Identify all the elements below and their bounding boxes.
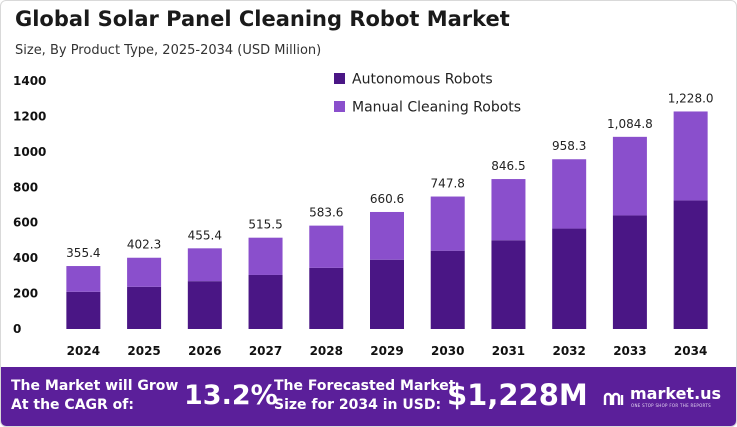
bar-segment-autonomous [552,228,587,329]
legend: Autonomous Robots Manual Cleaning Robots [334,72,521,116]
bar-total-label: 747.8 [431,177,465,191]
bar-segment-autonomous [127,286,162,329]
x-tick-label: 2028 [310,344,343,358]
bar-segment-autonomous [430,250,465,329]
bar-total-label: 402.3 [127,238,161,252]
y-tick-label: 200 [13,287,38,301]
chart-title: Global Solar Panel Cleaning Robot Market [15,7,510,31]
x-tick-label: 2030 [431,344,464,358]
bar-segment-manual [430,196,465,251]
cagr-label-line2: At the CAGR of: [11,397,134,413]
cagr-label-line1: The Market will Grow [11,378,179,394]
bar-total-label: 846.5 [491,159,525,173]
brand-logo-icon [603,392,624,405]
x-tick-label: 2025 [127,344,160,358]
y-tick-label: 1200 [13,109,46,123]
bar-segment-manual [309,225,344,268]
bar-segment-autonomous [187,281,222,329]
bar-total-label: 1,084.8 [607,117,653,131]
bars: 355.4 402.3 455.4 515.5 583.6 660.6 747.8 846.5… [66,91,714,329]
brand-tagline: ONE STOP SHOP FOR THE REPORTS [631,403,711,408]
forecast-value: $1,228M [447,378,588,412]
y-tick-label: 600 [13,216,38,230]
forecast-label-line2: Size for 2034 in USD: [274,397,442,413]
x-tick-label: 2029 [370,344,403,358]
bar-segment-manual [248,237,283,275]
y-tick-label: 1000 [13,145,46,159]
bar-segment-manual [66,266,101,292]
bar-segment-manual [370,211,404,260]
y-tick-label: 400 [13,251,38,265]
forecast-label-line1: The Forecasted Market [274,378,456,394]
x-axis: 2024 2025 2026 2027 2028 2029 2030 2031 2032 2033… [67,344,708,358]
bar-total-label: 355.4 [66,246,100,260]
bar-segment-manual [187,248,222,282]
bar-segment-manual [673,111,708,201]
x-tick-label: 2031 [492,344,525,358]
bar-total-label: 958.3 [552,139,586,153]
legend-swatch [334,101,345,112]
y-axis: 0 200 400 600 800 1000 1200 1400 [13,74,46,336]
bar-segment-autonomous [309,267,344,329]
bar-segment-autonomous [370,259,404,329]
legend-label: Manual Cleaning Robots [352,100,521,116]
bar-total-label: 660.6 [370,192,404,206]
x-tick-label: 2032 [552,344,585,358]
bar-segment-autonomous [248,274,283,329]
bar-total-label: 1,228.0 [668,91,714,105]
brand-name: market.us [630,384,722,403]
y-tick-label: 0 [13,322,21,336]
bar-segment-autonomous [66,291,101,329]
x-tick-label: 2024 [67,344,100,358]
x-tick-label: 2033 [613,344,646,358]
x-tick-label: 2027 [249,344,282,358]
cagr-label: The Market will Grow At the CAGR of: [11,377,178,415]
y-tick-label: 1400 [13,74,46,88]
bar-segment-manual [127,257,162,287]
chart-canvas: 0 200 400 600 800 1000 1200 1400 355.4 402.3 455.… [13,72,714,359]
bar-segment-autonomous [612,215,647,329]
bar-total-label: 515.5 [248,218,282,232]
bar-segment-manual [491,179,526,241]
y-tick-label: 800 [13,180,38,194]
x-tick-label: 2026 [188,344,221,358]
bar-segment-manual [612,136,647,216]
bar-segment-autonomous [673,200,708,329]
chart-subtitle: Size, By Product Type, 2025-2034 (USD Mi… [15,43,322,58]
x-tick-label: 2034 [674,344,707,358]
bar-segment-manual [552,159,587,229]
bar-segment-autonomous [491,240,526,329]
forecast-label: The Forecasted Market Size for 2034 in U… [274,377,455,415]
legend-label: Autonomous Robots [352,72,493,88]
bar-total-label: 455.4 [188,228,222,242]
bar-total-label: 583.6 [309,206,343,220]
legend-swatch [334,73,345,84]
cagr-value: 13.2% [184,380,278,411]
